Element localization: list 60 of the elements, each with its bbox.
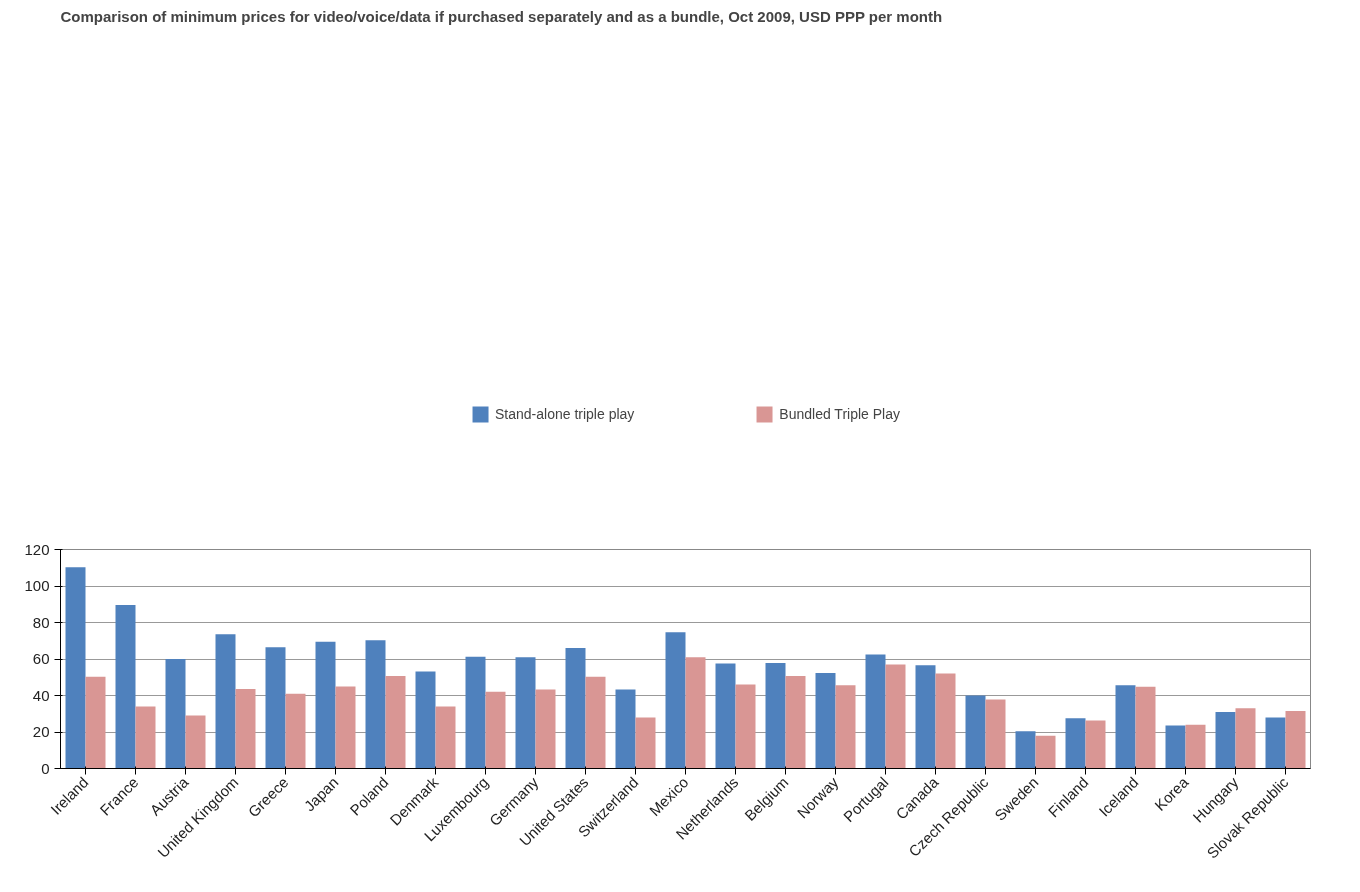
bar (565, 648, 586, 769)
bar (365, 640, 386, 769)
bar (1065, 718, 1086, 769)
bar (285, 693, 306, 769)
bar (65, 567, 86, 769)
bar (485, 691, 506, 769)
bar (965, 695, 986, 769)
bar (1035, 735, 1056, 769)
bar (535, 689, 556, 769)
bar (665, 632, 686, 769)
bar (785, 675, 806, 769)
bar (1115, 685, 1136, 769)
bar (985, 699, 1006, 769)
bar (1085, 720, 1106, 769)
bar (615, 689, 636, 769)
y-tick-label: 80 (32, 613, 50, 631)
bar (1165, 725, 1186, 769)
y-tick-label: 20 (32, 723, 50, 740)
bar (915, 665, 936, 769)
bar (335, 686, 356, 769)
bar (265, 647, 286, 769)
y-tick-label: 40 (32, 686, 50, 704)
bar (215, 634, 236, 769)
y-tick-label: 120 (24, 540, 50, 558)
bar (515, 657, 536, 769)
y-tick-label: 0 (41, 759, 50, 777)
bar (185, 715, 206, 769)
bar (885, 664, 906, 769)
bar (935, 673, 956, 769)
bar (715, 663, 736, 769)
bar (235, 689, 256, 769)
y-tick-label: 100 (24, 577, 50, 594)
bar (315, 641, 336, 769)
bar (635, 717, 656, 769)
bar (85, 676, 106, 769)
bar (1235, 708, 1256, 769)
bar (1265, 717, 1286, 769)
legend-label: Bundled Triple Play (779, 406, 900, 422)
bar (1015, 731, 1036, 769)
bar (435, 706, 456, 769)
bar (1215, 711, 1236, 769)
bar (1185, 724, 1206, 769)
bar (735, 684, 756, 769)
bar (765, 663, 786, 769)
bar (165, 659, 186, 769)
bar (115, 604, 136, 769)
bar (585, 676, 606, 769)
chart-title: Comparison of minimum prices for video/voice/data if purchased separately and as a bundle, Oct 2009, USD PPP per month (60, 7, 943, 25)
bar (1285, 711, 1306, 769)
bar (135, 706, 156, 769)
bar (385, 675, 406, 769)
bar (465, 656, 486, 769)
bar (815, 673, 836, 769)
legend-label: Stand-alone triple play (495, 406, 635, 422)
bar (1135, 686, 1156, 769)
bar (835, 685, 856, 769)
y-tick-label: 60 (32, 650, 50, 667)
bar (865, 654, 886, 769)
bar (685, 657, 706, 769)
bar (415, 671, 436, 769)
